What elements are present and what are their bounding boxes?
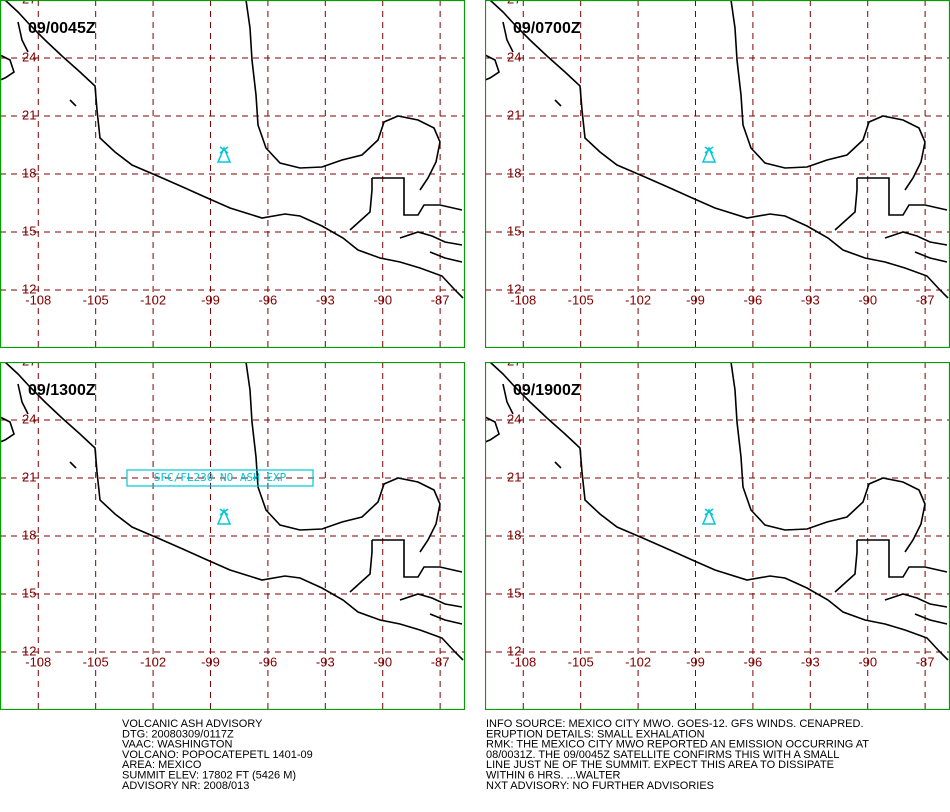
lat-tick-label: 15 xyxy=(22,223,36,238)
advisory-line: 08/0031Z. THE 09/0045Z SATELLITE CONFIRM… xyxy=(486,749,839,761)
lat-tick-label: 18 xyxy=(507,527,521,542)
lat-tick-label: 21 xyxy=(22,469,36,484)
coastline xyxy=(0,0,464,299)
volcano-icon xyxy=(701,146,717,163)
lat-tick-label: 18 xyxy=(507,165,521,180)
lat-tick-label: 12 xyxy=(22,281,36,296)
lat-tick-label: 21 xyxy=(507,469,521,484)
advisory-line: WITHIN 6 HRS. ...WALTER xyxy=(486,770,621,782)
lon-tick-label: -99 xyxy=(686,654,705,669)
lon-tick-label: -105 xyxy=(83,654,109,669)
lat-tick-label: 24 xyxy=(22,49,36,64)
lat-tick-label: 12 xyxy=(507,281,521,296)
panel-time: 09/1900Z xyxy=(513,382,581,399)
advisory-line: VOLCANIC ASH ADVISORY xyxy=(122,718,263,730)
map-panel: -108 -105 -102 -99 -96 -93 -90 -87 27 24 21 18 15 12 0… xyxy=(485,0,950,348)
lon-tick-label: -99 xyxy=(686,292,705,307)
lat-tick-label: 15 xyxy=(507,223,521,238)
lon-tick-label: -108 xyxy=(25,292,51,307)
lon-tick-label: -87 xyxy=(916,292,935,307)
lon-tick-label: -108 xyxy=(510,292,536,307)
lat-tick-label: 27 xyxy=(507,353,521,368)
lon-tick-label: -105 xyxy=(83,292,109,307)
lat-tick-label: 27 xyxy=(22,353,36,368)
advisory-line: VOLCANO: POPOCATEPETL 1401-09 xyxy=(122,749,313,761)
lon-tick-label: -90 xyxy=(373,654,392,669)
ash-area-box xyxy=(126,469,314,487)
coastline xyxy=(485,362,949,661)
lon-tick-label: -90 xyxy=(373,292,392,307)
map-panel: -108 -105 -102 -99 -96 -93 -90 -87 27 24 21 18 15 12 0… xyxy=(0,353,465,710)
lat-tick-label: 18 xyxy=(22,165,36,180)
advisory-line: VAAC: WASHINGTON xyxy=(122,739,232,751)
lon-tick-label: -102 xyxy=(140,292,166,307)
coastline xyxy=(0,362,464,661)
panel-border xyxy=(0,362,465,710)
coastline xyxy=(485,0,949,299)
advisory-line: LINE JUST NE OF THE SUMMIT. EXPECT THIS … xyxy=(486,759,834,771)
lat-tick-label: 27 xyxy=(507,0,521,6)
lon-tick-label: -93 xyxy=(316,654,335,669)
volcano-icon xyxy=(216,146,232,163)
advisory-line: SUMMIT ELEV: 17802 FT (5426 M) xyxy=(122,770,296,782)
lon-tick-label: -105 xyxy=(568,654,594,669)
panel-border xyxy=(0,0,465,348)
lon-tick-label: -96 xyxy=(744,654,763,669)
lon-tick-label: -108 xyxy=(510,654,536,669)
lon-tick-label: -87 xyxy=(431,292,450,307)
lat-tick-label: 15 xyxy=(22,585,36,600)
lon-tick-label: -93 xyxy=(801,292,820,307)
volcano-icon xyxy=(216,508,232,525)
lat-tick-label: 18 xyxy=(22,527,36,542)
panel-time: 09/0700Z xyxy=(513,20,581,37)
ash-area-label: SFC/FL230 NO ASH EXP xyxy=(154,471,287,484)
panel-time: 09/0045Z xyxy=(28,20,96,37)
volcano-icon xyxy=(701,508,717,525)
lon-tick-label: -105 xyxy=(568,292,594,307)
lon-tick-label: -96 xyxy=(259,654,278,669)
lon-tick-label: -108 xyxy=(25,654,51,669)
lat-tick-label: 24 xyxy=(507,49,521,64)
advisory-line: INFO SOURCE: MEXICO CITY MWO. GOES-12. G… xyxy=(486,718,864,730)
advisory-line: AREA: MEXICO xyxy=(122,759,202,771)
lon-tick-label: -102 xyxy=(625,292,651,307)
lat-tick-label: 12 xyxy=(22,643,36,658)
advisory-line: DTG: 20080309/0117Z xyxy=(122,728,234,740)
lon-tick-label: -93 xyxy=(316,292,335,307)
lon-tick-label: -93 xyxy=(801,654,820,669)
lon-tick-label: -96 xyxy=(259,292,278,307)
advisory-line: ERUPTION DETAILS: SMALL EXHALATION xyxy=(486,728,705,740)
lon-tick-label: -90 xyxy=(858,654,877,669)
lat-tick-label: 15 xyxy=(507,585,521,600)
advisory-line: ADVISORY NR: 2008/013 xyxy=(122,780,249,792)
lat-tick-label: 21 xyxy=(507,107,521,122)
lat-tick-label: 24 xyxy=(507,411,521,426)
lon-tick-label: -90 xyxy=(858,292,877,307)
panel-time: 09/1300Z xyxy=(28,382,96,399)
lon-tick-label: -87 xyxy=(916,654,935,669)
map-panel: -108 -105 -102 -99 -96 -93 -90 -87 27 24 21 18 15 12 0… xyxy=(0,0,465,348)
lon-tick-label: -96 xyxy=(744,292,763,307)
advisory-line: NXT ADVISORY: NO FURTHER ADVISORIES xyxy=(486,780,714,792)
advisory-line: RMK: THE MEXICO CITY MWO REPORTED AN EMI… xyxy=(486,739,869,751)
lat-tick-label: 24 xyxy=(22,411,36,426)
map-panel: -108 -105 -102 -99 -96 -93 -90 -87 27 24 21 18 15 12 0… xyxy=(485,353,950,710)
lon-tick-label: -102 xyxy=(625,654,651,669)
lon-tick-label: -99 xyxy=(201,292,220,307)
lat-tick-label: 21 xyxy=(22,107,36,122)
lat-tick-label: 12 xyxy=(507,643,521,658)
lon-tick-label: -99 xyxy=(201,654,220,669)
lat-tick-label: 27 xyxy=(22,0,36,6)
lon-tick-label: -87 xyxy=(431,654,450,669)
lon-tick-label: -102 xyxy=(140,654,166,669)
